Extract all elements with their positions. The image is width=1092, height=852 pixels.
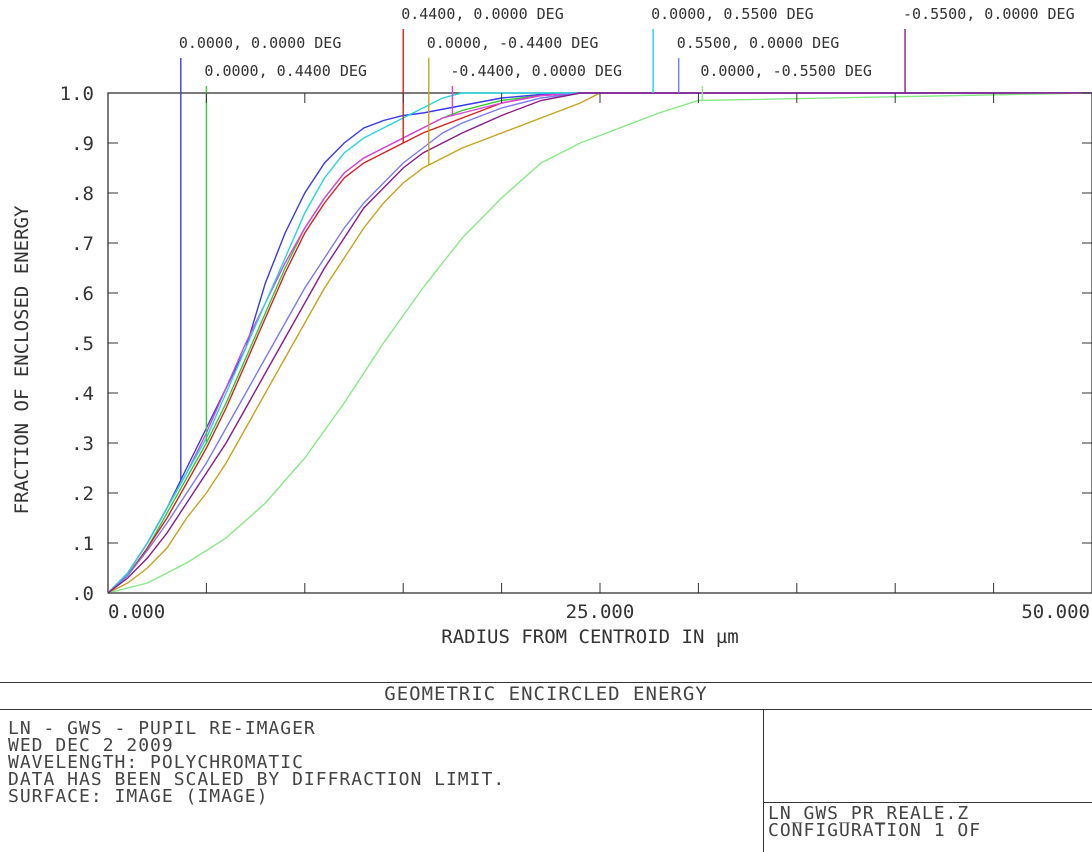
panel-title: GEOMETRIC ENCIRCLED ENERGY [384, 683, 708, 705]
panel-left-line-1: LN - GWS - PUPIL RE-IMAGER [8, 718, 316, 739]
series-line [107, 92, 1092, 594]
field-label: 0.0000, 0.5500 DEG [651, 5, 814, 23]
series-line [107, 92, 1092, 594]
y-tick-label: .5 [71, 333, 94, 355]
field-label: -0.4400, 0.0000 DEG [450, 62, 622, 80]
x-tick-label: 25.000 [566, 601, 635, 623]
panel-left-line-3: WAVELENGTH: POLYCHROMATIC [8, 752, 304, 773]
y-tick-label: .2 [71, 483, 94, 505]
series-line [107, 92, 1092, 594]
y-tick-label: .8 [71, 183, 94, 205]
y-tick-label: .1 [71, 533, 94, 555]
series-line [107, 92, 1092, 594]
field-label: 0.0000, -0.4400 DEG [427, 34, 599, 52]
panel-left-line-4: DATA HAS BEEN SCALED BY DIFFRACTION LIMI… [8, 769, 506, 790]
panel-divider [763, 709, 764, 852]
y-tick-label: .3 [71, 433, 94, 455]
y-tick-label: .0 [71, 583, 94, 605]
series-line [107, 92, 1092, 594]
series-line [107, 92, 1092, 594]
panel-right-line-2: CONFIGURATION 1 OF [768, 820, 982, 841]
plot-area-border [107, 92, 1092, 594]
panel-left-line-2: WED DEC 2 2009 [8, 735, 174, 756]
series-line [107, 92, 1092, 594]
panel-right-line-1: LN_GWS_PR_REALE.Z [768, 803, 970, 824]
panel-right-border [763, 802, 1092, 803]
series-line [107, 92, 1092, 594]
field-label: 0.0000, 0.4400 DEG [204, 62, 367, 80]
field-label: 0.4400, 0.0000 DEG [401, 5, 564, 23]
panel-title-border [0, 709, 1092, 710]
field-label: 0.5500, 0.0000 DEG [677, 34, 840, 52]
plot-frame [107, 92, 1092, 594]
y-tick-label: .4 [71, 383, 94, 405]
x-tick-label: 50.000 [1021, 601, 1090, 623]
x-tick-label: 0.000 [108, 601, 165, 623]
axis-ticks: .0 .1 .2 .3 .4 .5 .6 .7 .8 .9 1.0 0.000 25.000 50.000 [60, 83, 1092, 623]
panel-top-border [0, 682, 1092, 683]
y-tick-label: .9 [71, 133, 94, 155]
field-label: 0.0000, -0.5500 DEG [700, 62, 872, 80]
series-line [107, 92, 1092, 594]
y-axis-label: FRACTION OF ENCLOSED ENERGY [11, 205, 33, 514]
field-label: -0.5500, 0.0000 DEG [903, 5, 1075, 23]
y-tick-label: .6 [71, 283, 94, 305]
field-label: 0.0000, 0.0000 DEG [179, 34, 342, 52]
field-markers: 0.0000, 0.0000 DEG 0.0000, 0.4400 DEG 0.44… [179, 5, 1075, 480]
y-tick-label: 1.0 [60, 83, 94, 105]
series-lines [107, 92, 1092, 594]
panel-left-line-5: SURFACE: IMAGE (IMAGE) [8, 786, 269, 807]
x-axis-label: RADIUS FROM CENTROID IN µm [441, 626, 738, 648]
y-tick-label: .7 [71, 233, 94, 255]
